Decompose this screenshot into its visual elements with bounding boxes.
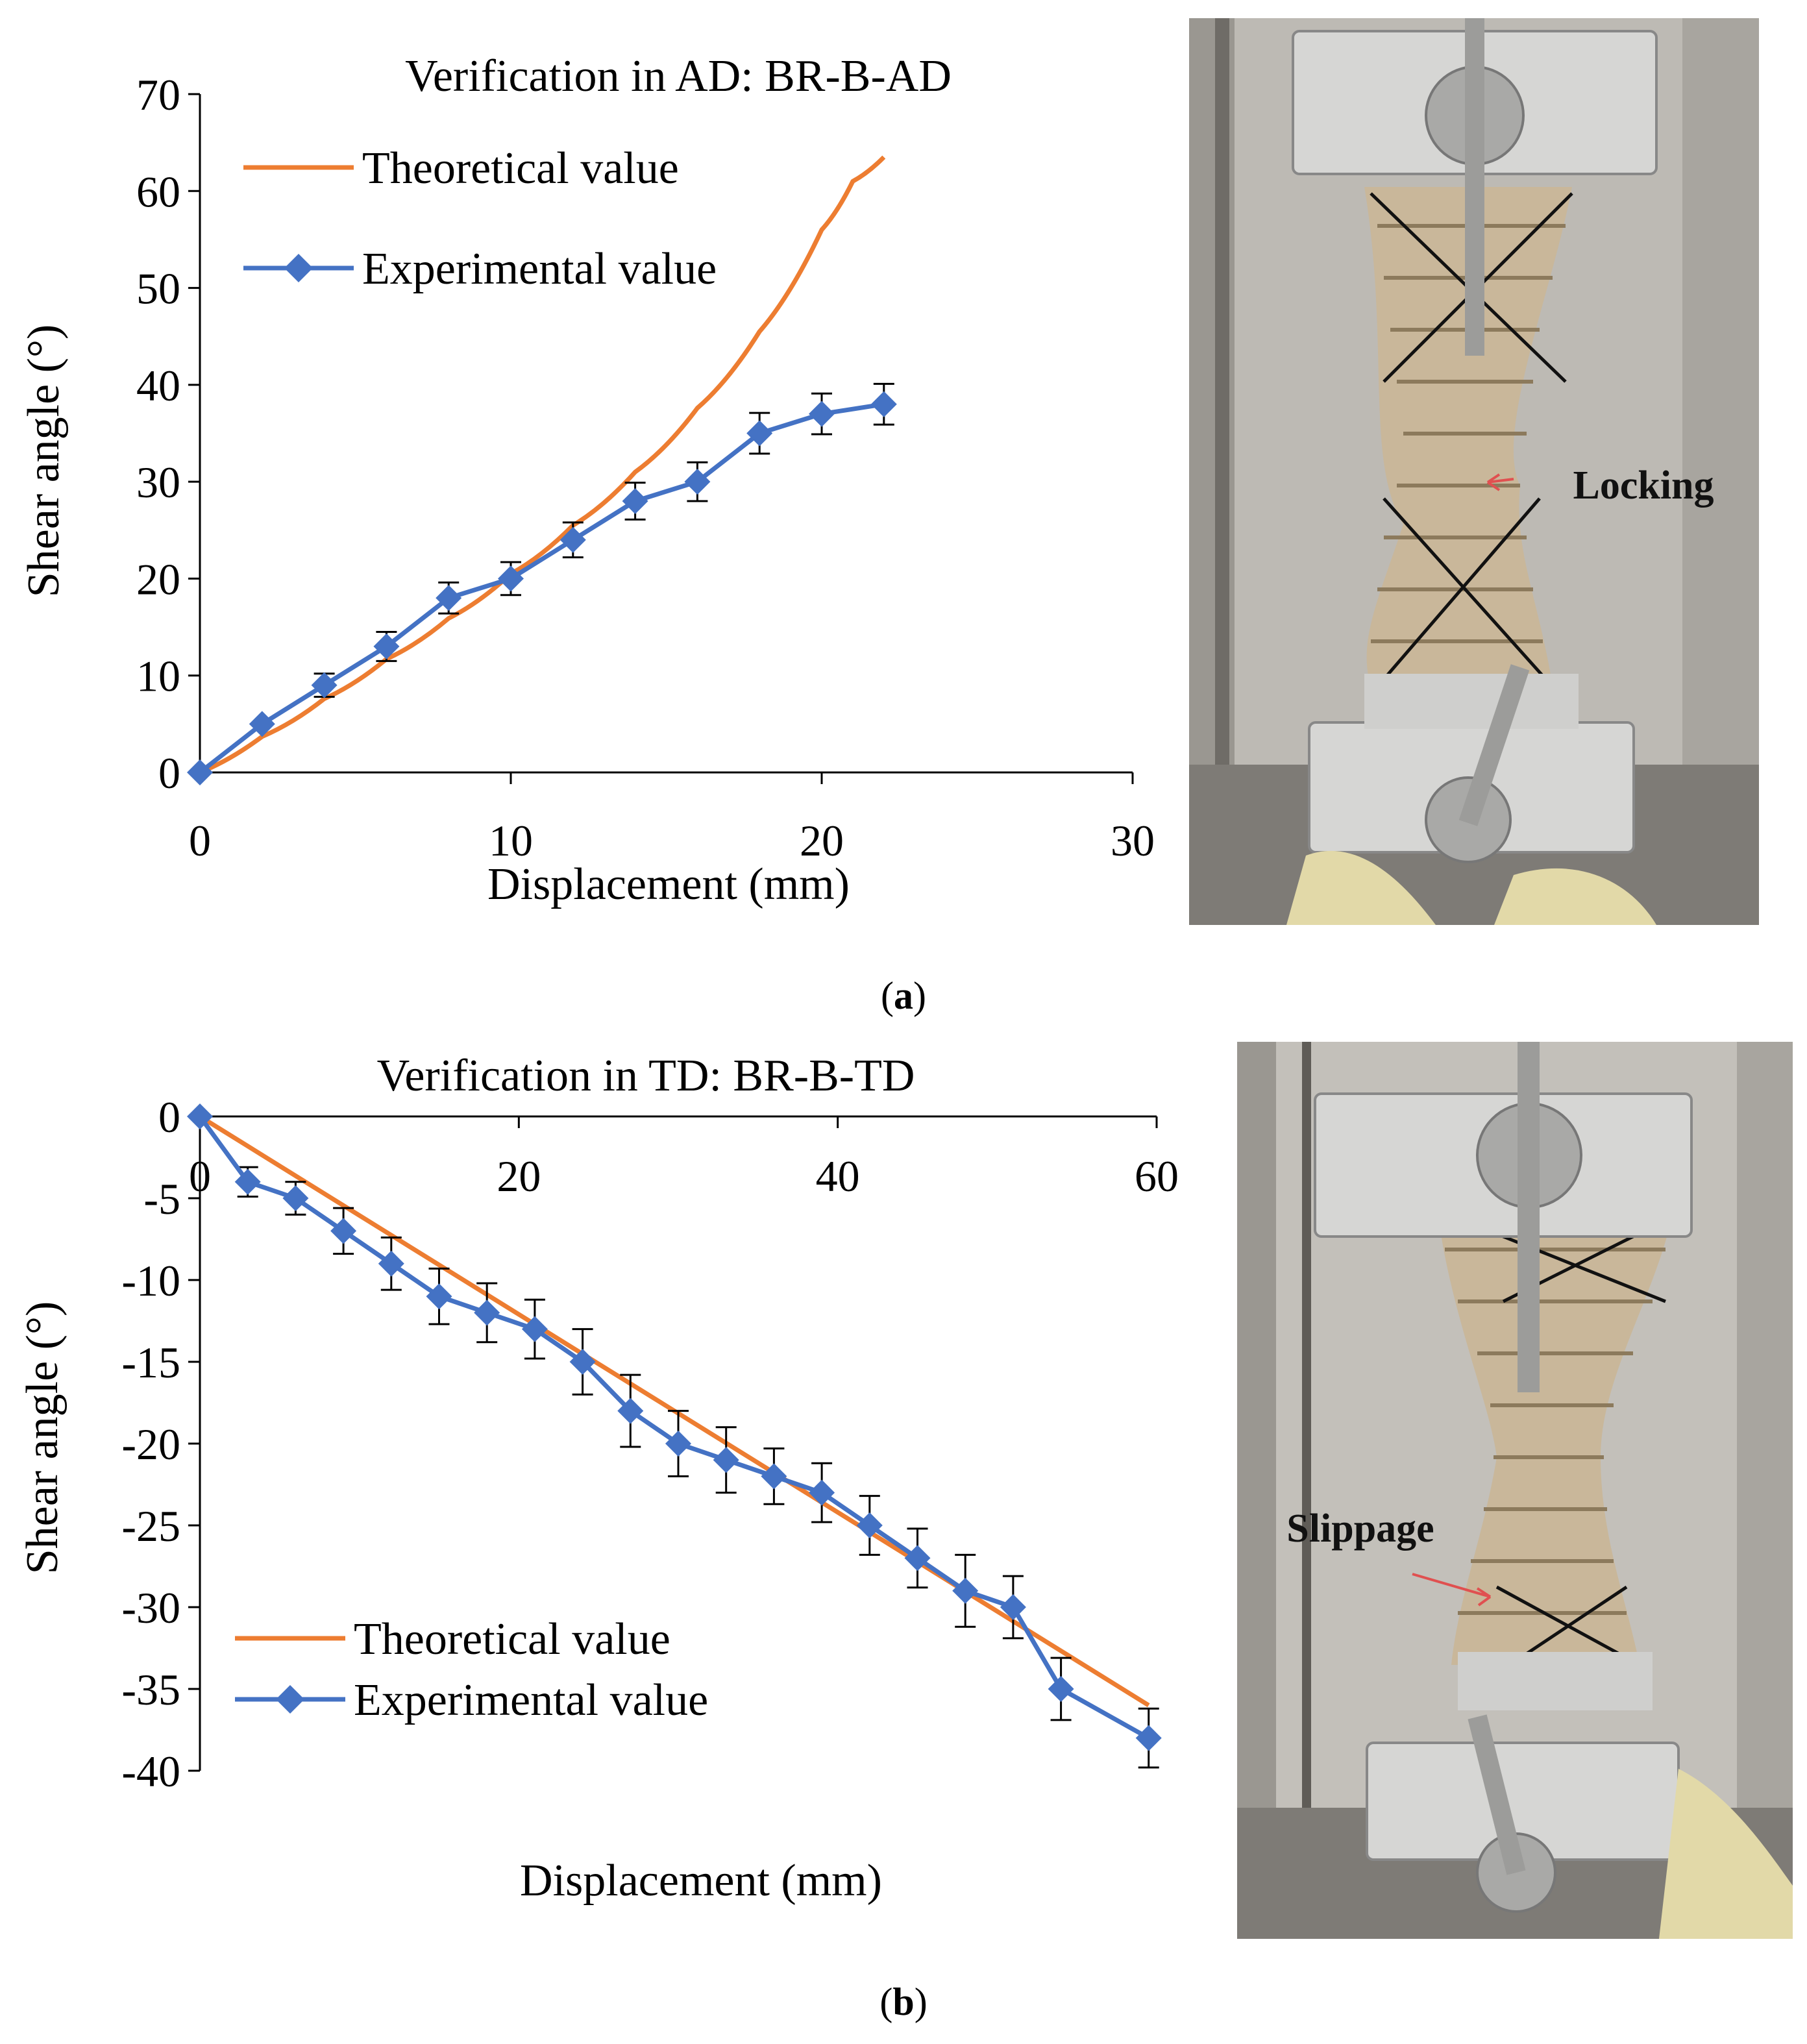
caption-b-letter: b <box>892 1980 915 2023</box>
a-experimental-point <box>436 585 462 611</box>
b-legend-experimental-label: Experimental value <box>354 1675 708 1725</box>
b-y-axis-label: Shear angle (°) <box>18 1301 68 1575</box>
b-experimental-point <box>904 1545 931 1571</box>
a-experimental-point <box>249 711 275 737</box>
a-y-tick-label: 30 <box>136 458 180 507</box>
b-y-tick-label: -25 <box>121 1501 180 1551</box>
b-experimental-point <box>1135 1725 1162 1751</box>
a-y-tick-label: 60 <box>136 167 180 216</box>
b-experimental-line <box>198 1114 1150 1740</box>
b-experimental-point <box>330 1218 357 1244</box>
a-experimental-point <box>684 469 711 495</box>
b-experimental-point <box>426 1283 452 1310</box>
b-experimental-point <box>474 1299 500 1326</box>
b-y-tick-label: -35 <box>121 1665 180 1714</box>
b-experimental-point <box>1000 1594 1026 1620</box>
b-experimental-point <box>617 1398 644 1424</box>
a-legend-experimental-marker <box>284 254 313 282</box>
b-experimental-point <box>187 1103 213 1129</box>
b-x-tick-label: 40 <box>816 1151 860 1201</box>
b-experimental-point <box>761 1463 787 1490</box>
b-x-tick-label: 20 <box>497 1151 541 1201</box>
b-experimental-point <box>713 1447 739 1473</box>
b-experimental-point <box>1048 1676 1074 1702</box>
b-experimental-point <box>856 1512 883 1538</box>
a-y-tick-label: 0 <box>158 748 180 798</box>
b-x-tick-label: 0 <box>189 1151 211 1201</box>
b-x-axis-label: Displacement (mm) <box>520 1856 882 1906</box>
a-y-tick-label: 50 <box>136 264 180 314</box>
a-y-tick-label: 70 <box>136 70 180 119</box>
chart-b: 0 20 40 600-5-10-15-20-25-30-35-40 Verifica… <box>18 1051 1179 1906</box>
b-x-tick-label: 60 <box>1135 1151 1179 1201</box>
a-experimental-point <box>311 672 338 698</box>
photo-a: Locking <box>1189 18 1759 925</box>
b-experimental-point <box>569 1349 596 1375</box>
caption-b: (b) <box>879 1980 928 2023</box>
b-y-tick-label: -5 <box>143 1174 180 1224</box>
photo-b-label: Slippage <box>1286 1507 1434 1551</box>
a-legend-theoretical-label: Theoretical value <box>362 143 679 193</box>
a-experimental-point <box>809 400 835 427</box>
photo-a-illustration: Locking <box>1189 18 1759 925</box>
a-experimental-point <box>870 391 897 417</box>
a-experimental-point <box>559 526 586 553</box>
a-legend-experimental-label: Experimental value <box>362 244 717 294</box>
b-legend-experimental-marker <box>276 1685 304 1714</box>
photo-b-illustration: Slippage <box>1237 1042 1793 1939</box>
b-experimental-point <box>665 1431 691 1457</box>
b-experimental-point <box>809 1479 835 1506</box>
photo-b: Slippage <box>1237 1042 1793 1939</box>
caption-a: (a) <box>881 974 926 1017</box>
b-y-tick-label: -40 <box>121 1747 180 1796</box>
a-x-tick-label: 10 <box>489 816 533 865</box>
b-experimental-point <box>234 1168 261 1195</box>
a-x-axis-label: Displacement (mm) <box>487 859 850 909</box>
b-y-tick-label: -20 <box>121 1420 180 1469</box>
b-y-tick-label: -30 <box>121 1583 180 1632</box>
b-legend-theoretical-label: Theoretical value <box>354 1614 670 1664</box>
a-experimental-point <box>373 633 400 659</box>
b-chart-title: Verification in TD: BR-B-TD <box>377 1051 915 1101</box>
b-experimental-point <box>282 1185 309 1211</box>
a-experimental-point <box>746 420 773 447</box>
a-y-axis-label: Shear angle (°) <box>19 325 69 598</box>
b-y-tick-label: -15 <box>121 1338 180 1387</box>
a-x-tick-label: 20 <box>800 816 844 865</box>
a-y-tick-label: 20 <box>136 554 180 604</box>
chart-a: 0 10 20 30 0 10 20 30 40 50 60 70 Verification in A… <box>19 51 1155 909</box>
b-y-tick-label: -10 <box>121 1256 180 1305</box>
b-experimental-point <box>378 1250 404 1277</box>
b-y-tick-label: 0 <box>158 1092 180 1142</box>
a-experimental-line <box>198 402 885 774</box>
a-x-tick-label: 30 <box>1111 816 1155 865</box>
a-experimental-point <box>498 565 524 592</box>
a-y-tick-label: 40 <box>136 361 180 410</box>
a-x-tick-label: 0 <box>189 816 211 865</box>
caption-a-letter: a <box>894 974 913 1017</box>
a-y-tick-label: 10 <box>136 652 180 701</box>
b-experimental-point <box>952 1577 979 1604</box>
a-experimental-point <box>187 759 213 785</box>
a-chart-title: Verification in AD: BR-B-AD <box>405 51 952 101</box>
a-experimental-point <box>622 488 648 514</box>
photo-a-label: Locking <box>1573 463 1714 508</box>
